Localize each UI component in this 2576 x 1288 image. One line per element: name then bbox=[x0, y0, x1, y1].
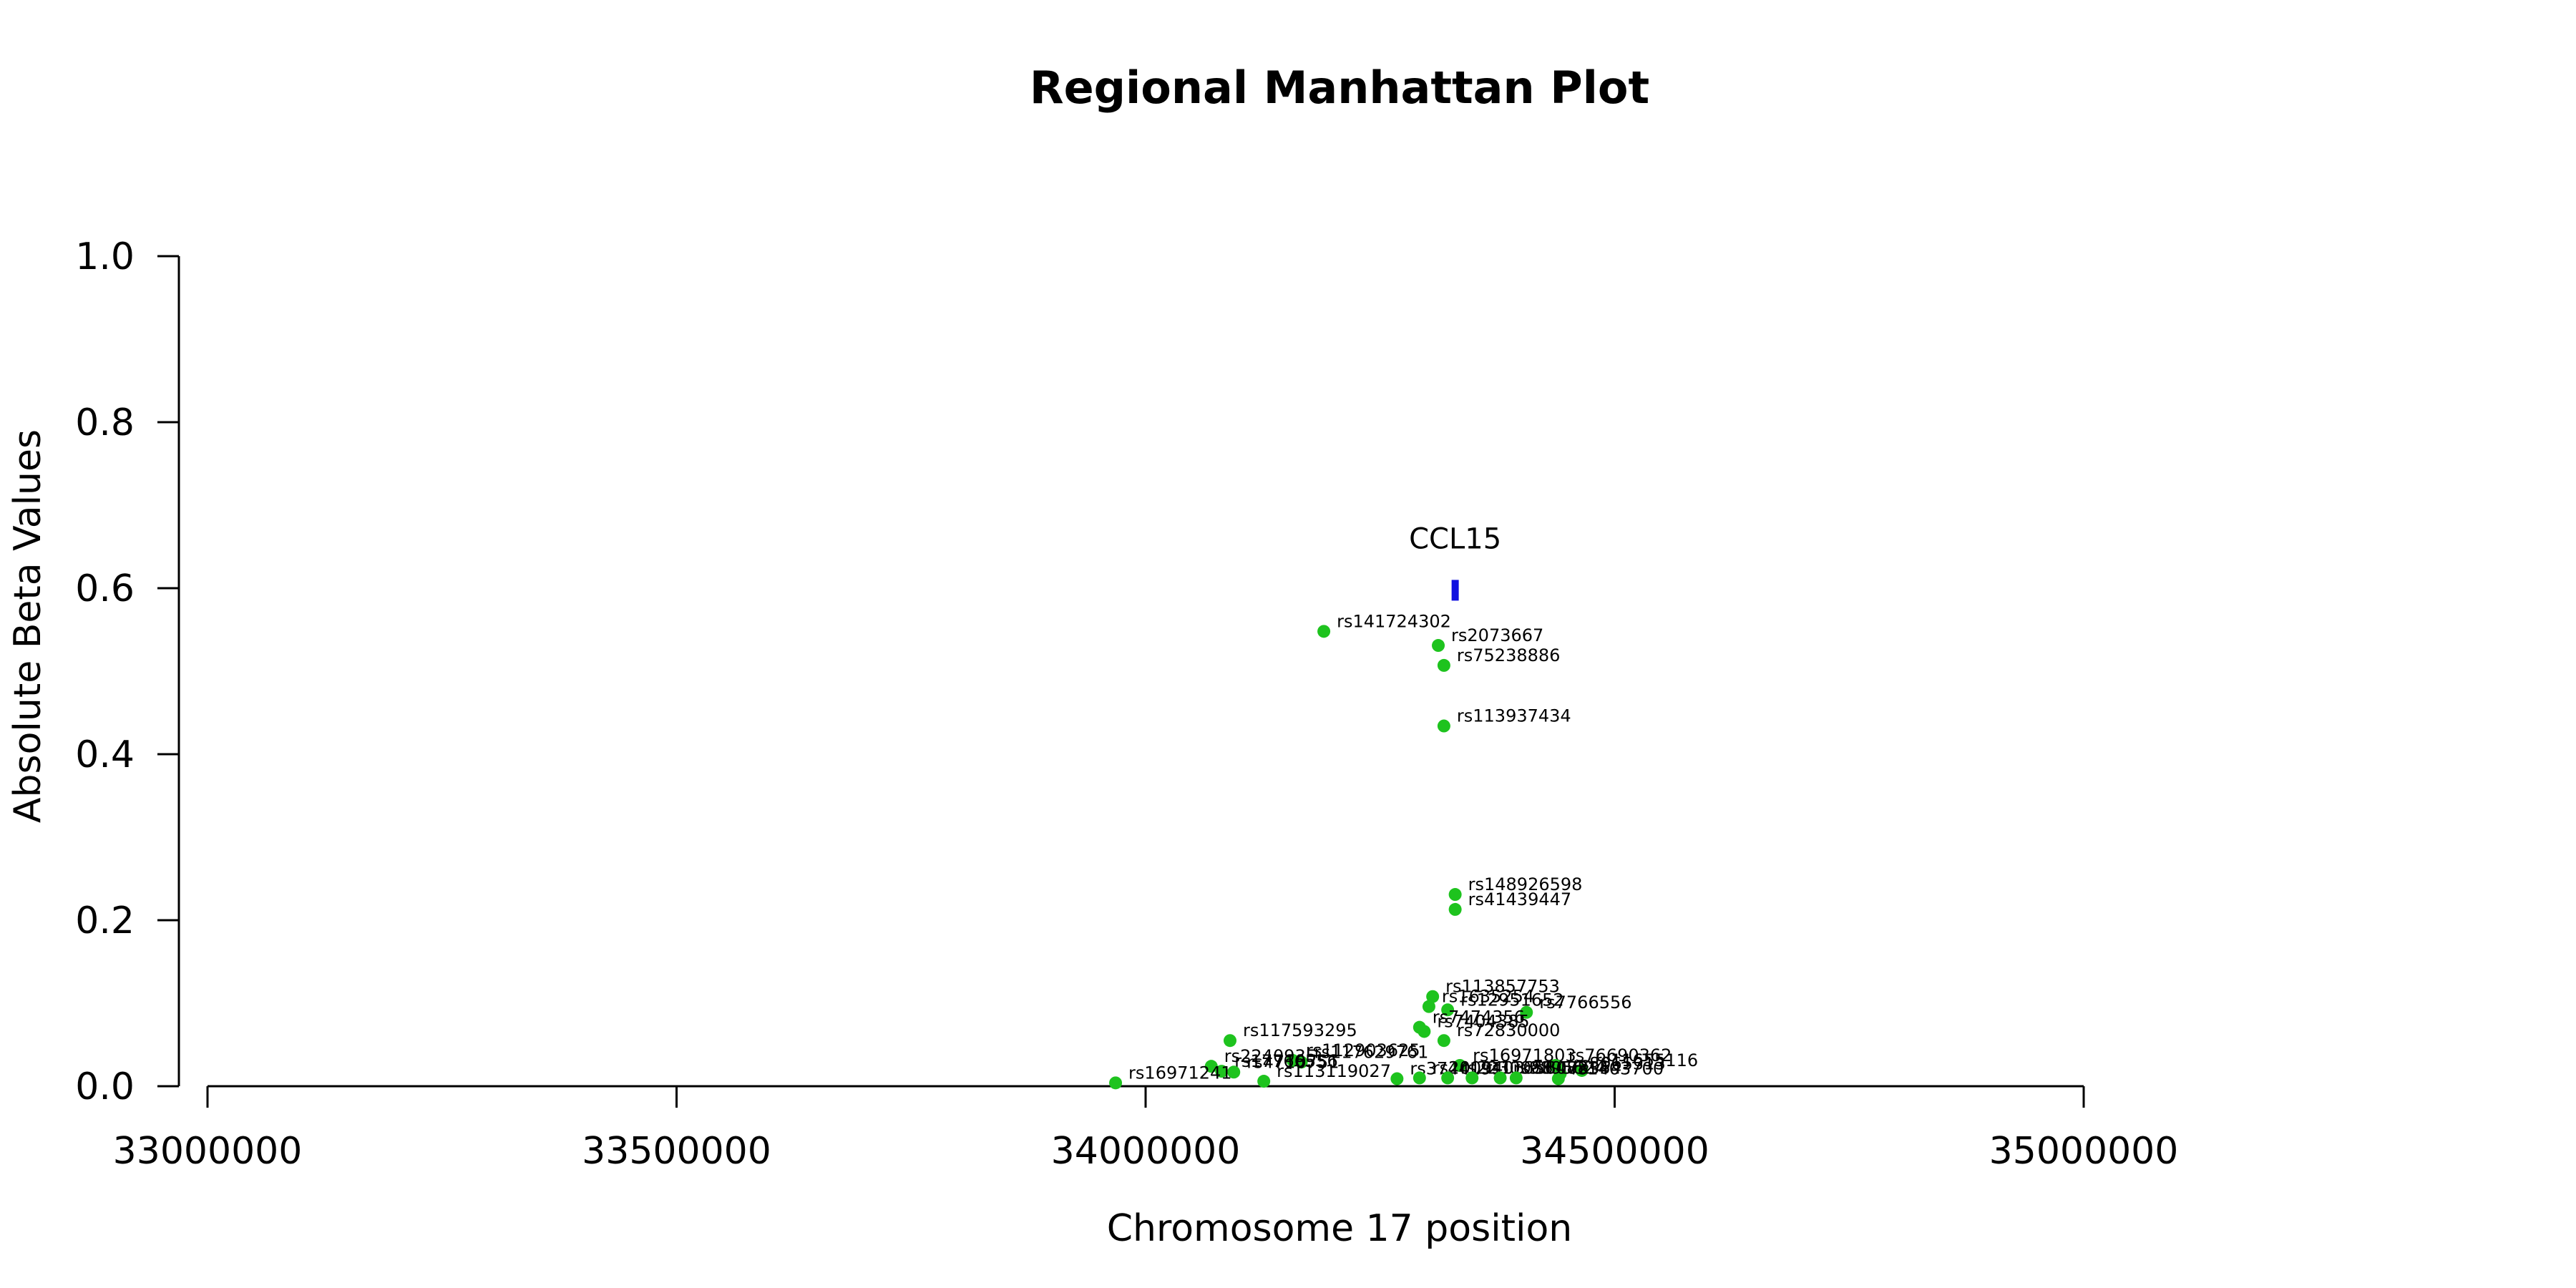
y-tick-label: 0.0 bbox=[75, 1065, 135, 1108]
snp-point bbox=[1109, 1076, 1123, 1090]
chart-title: Regional Manhattan Plot bbox=[1030, 62, 1649, 114]
snp-point bbox=[1441, 1003, 1455, 1017]
snp-point bbox=[1448, 888, 1462, 902]
snp-label: rs76690362 bbox=[1568, 1045, 1672, 1065]
snp-point bbox=[1418, 1025, 1431, 1038]
snp-label: rs7404385 bbox=[1437, 1011, 1529, 1031]
x-axis: 33000000 33500000 34000000 34500000 35000000 bbox=[113, 1085, 2179, 1173]
y-tick-label: 1.0 bbox=[75, 235, 135, 278]
gene-layer: CCL15 bbox=[1409, 522, 1501, 601]
snp-point bbox=[1317, 625, 1331, 638]
snp-label: rs16971241 bbox=[1128, 1063, 1232, 1083]
snp-label: rs4710751 bbox=[1246, 1052, 1339, 1072]
snp-label: rs17766556 bbox=[1234, 1051, 1338, 1071]
snp-point bbox=[1227, 1065, 1241, 1079]
x-tick-label: 34000000 bbox=[1051, 1130, 1241, 1173]
snp-label: rs8065313 bbox=[1573, 1054, 1665, 1074]
snp-label: rs11655116 bbox=[1595, 1050, 1699, 1070]
snp-point bbox=[1390, 1072, 1404, 1085]
snp-point bbox=[1509, 1071, 1523, 1085]
snp-point bbox=[1453, 1059, 1467, 1072]
snp-point bbox=[1465, 1071, 1479, 1085]
snp-point bbox=[1257, 1075, 1271, 1088]
snp-label: rs113119027 bbox=[1277, 1061, 1391, 1081]
snp-label: rs117593295 bbox=[1243, 1020, 1357, 1040]
y-axis-label: Absolute Beta Values bbox=[6, 429, 49, 823]
snp-point bbox=[1520, 1005, 1533, 1019]
y-tick-label: 0.8 bbox=[75, 401, 135, 444]
snp-point bbox=[1437, 1034, 1450, 1048]
snp-label: rs12951652 bbox=[1460, 990, 1564, 1010]
snp-point bbox=[1551, 1072, 1565, 1085]
snp-label: rs7474356 bbox=[1433, 1008, 1525, 1028]
snp-label: rs117629761 bbox=[1314, 1042, 1429, 1062]
snp-label: rs1403700 bbox=[1571, 1059, 1664, 1079]
snp-point bbox=[1223, 1034, 1236, 1048]
snp-label: rs75238886 bbox=[1457, 645, 1561, 665]
snp-label: rs112903625 bbox=[1306, 1040, 1420, 1060]
snp-point bbox=[1437, 719, 1450, 733]
snp-label: rs7766556 bbox=[1539, 992, 1631, 1013]
snp-point bbox=[1413, 1071, 1426, 1085]
snp-point bbox=[1575, 1063, 1589, 1077]
snp-point bbox=[1432, 639, 1445, 653]
snp-point bbox=[1441, 1071, 1455, 1085]
snp-label: rs41439447 bbox=[1468, 889, 1572, 909]
snp-label: rs113857753 bbox=[1445, 977, 1560, 997]
snp-label: rs141724302 bbox=[1337, 611, 1451, 631]
x-tick-label: 34500000 bbox=[1520, 1130, 1709, 1173]
x-tick-label: 35000000 bbox=[1989, 1130, 2179, 1173]
snp-label: rs8072354 bbox=[1529, 1058, 1621, 1078]
y-tick-label: 0.4 bbox=[75, 733, 135, 776]
snp-label: rs72830000 bbox=[1457, 1020, 1561, 1040]
gene-label: CCL15 bbox=[1409, 522, 1501, 555]
y-axis: 0.0 0.2 0.4 0.6 0.8 1.0 bbox=[75, 235, 180, 1108]
gene-marker bbox=[1451, 580, 1459, 601]
snp-label: rs2073667 bbox=[1451, 625, 1543, 645]
snp-point bbox=[1448, 902, 1462, 916]
snp-point bbox=[1493, 1071, 1507, 1085]
snp-point bbox=[1204, 1060, 1218, 1073]
snp-point bbox=[1426, 990, 1440, 1003]
snp-point bbox=[1422, 1000, 1435, 1013]
snp-label: rs113937434 bbox=[1457, 706, 1571, 726]
snp-label: rs9895624 bbox=[1513, 1058, 1606, 1078]
snp-label: rs2240935 bbox=[1224, 1046, 1317, 1066]
y-tick-label: 0.6 bbox=[75, 567, 135, 610]
x-tick-label: 33000000 bbox=[113, 1130, 303, 1173]
y-tick-label: 0.2 bbox=[75, 899, 135, 942]
snp-point bbox=[1215, 1065, 1229, 1078]
x-axis-label: Chromosome 17 position bbox=[1107, 1207, 1573, 1250]
snp-label: rs1635254 bbox=[1442, 987, 1534, 1007]
snp-label: rs148926598 bbox=[1468, 874, 1583, 894]
x-tick-label: 33500000 bbox=[582, 1130, 771, 1173]
snp-point bbox=[1437, 658, 1450, 672]
snp-point bbox=[1294, 1055, 1308, 1069]
